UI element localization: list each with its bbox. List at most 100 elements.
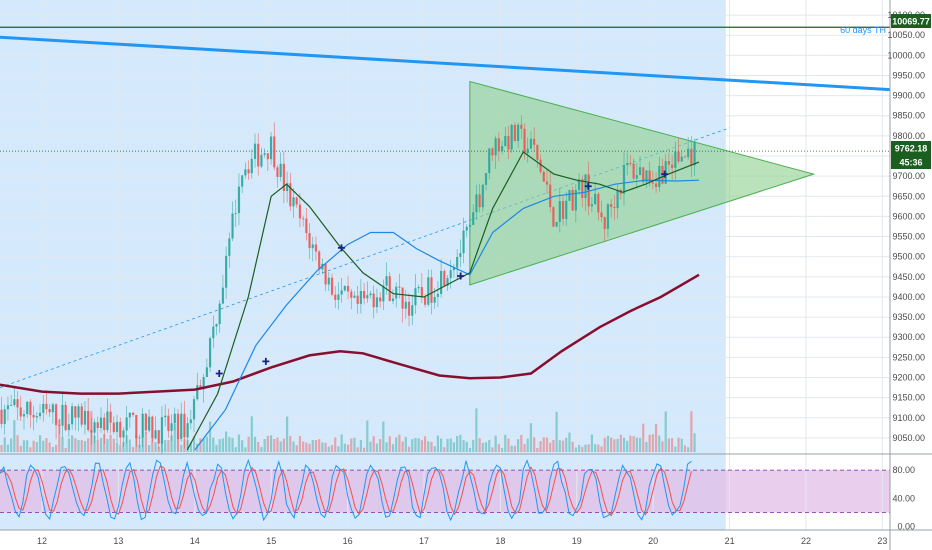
- candle-body: [571, 189, 574, 211]
- candle-body: [189, 419, 192, 424]
- candle-body: [109, 411, 112, 423]
- volume-bar: [128, 439, 131, 452]
- candle-body: [61, 404, 64, 426]
- candle-body: [237, 186, 241, 214]
- candle-body: [13, 399, 16, 405]
- volume-bar: [16, 435, 19, 452]
- candle-body: [382, 285, 385, 302]
- volume-bar: [552, 439, 555, 452]
- volume-bar: [112, 438, 115, 452]
- volume-bar: [404, 436, 407, 452]
- candle-body: [186, 423, 189, 438]
- volume-bar: [74, 438, 77, 452]
- volume-bar: [648, 434, 651, 452]
- candle-body: [658, 165, 661, 188]
- candle-body: [260, 154, 263, 167]
- candle-body: [398, 286, 401, 288]
- candle-body: [545, 181, 549, 185]
- candle-body: [6, 405, 10, 410]
- candle-body: [218, 303, 221, 325]
- volume-bar: [260, 447, 263, 452]
- oscillator: [0, 458, 890, 522]
- volume-bar: [244, 447, 247, 452]
- candle-body: [497, 138, 500, 152]
- candle-body: [533, 138, 536, 145]
- cross-marker: [584, 182, 592, 190]
- volume-bar: [32, 440, 35, 452]
- volume-bar: [19, 445, 22, 452]
- candle-body: [112, 422, 115, 432]
- candle-body: [327, 277, 330, 285]
- y-tick-label: 9500.00: [892, 252, 925, 262]
- candle-body: [154, 430, 157, 439]
- volume-bar: [526, 438, 529, 452]
- candle-body: [144, 413, 148, 431]
- volume-bar: [462, 440, 465, 452]
- candle-body: [520, 124, 523, 129]
- candle-body: [690, 148, 693, 166]
- candle-body: [19, 407, 22, 417]
- osc-tick-label: 80.00: [892, 465, 915, 475]
- candle-body: [83, 410, 87, 425]
- volume-bar: [263, 439, 266, 452]
- candle-body: [318, 251, 321, 270]
- volume-bar: [494, 435, 497, 452]
- volume-bar: [64, 447, 67, 452]
- volume-bar: [154, 442, 157, 452]
- upper-trendline: [0, 35, 891, 92]
- volume-bar: [440, 438, 443, 452]
- x-tick-label: 23: [877, 536, 887, 546]
- candle-body: [449, 270, 452, 279]
- candle-body: [597, 193, 600, 213]
- candle-body: [594, 193, 597, 205]
- volume-bar: [3, 437, 6, 452]
- candle-body: [231, 213, 234, 239]
- volume-bar: [600, 446, 603, 452]
- volume-bar: [228, 436, 231, 452]
- countdown-badge: 45:36: [891, 155, 931, 169]
- candle-body: [247, 169, 250, 174]
- volume-bar: [67, 438, 71, 452]
- volume-bar: [407, 446, 411, 452]
- volume-bar: [654, 423, 658, 452]
- volume-bar: [170, 435, 173, 452]
- candle-body: [526, 148, 529, 154]
- y-tick-label: 9600.00: [892, 211, 925, 221]
- volume-bar: [484, 442, 488, 452]
- candle-body: [500, 146, 504, 152]
- candle-body: [645, 170, 648, 183]
- volume-bar: [683, 445, 687, 452]
- candle-body: [10, 404, 13, 406]
- y-tick-label: 9900.00: [892, 91, 925, 101]
- candle-body: [626, 163, 629, 166]
- highlight-region: [0, 0, 726, 530]
- y-tick-label: 9050.00: [892, 433, 925, 443]
- candle-body: [590, 204, 594, 207]
- candle-body: [395, 286, 398, 299]
- volume-bar: [587, 444, 590, 452]
- ma-line-ma_medium: [194, 179, 700, 451]
- x-tick-label: 20: [648, 536, 658, 546]
- candle-body: [273, 136, 276, 168]
- candle-body: [176, 413, 180, 439]
- volume-bar: [456, 436, 459, 452]
- volume-bar: [504, 434, 507, 452]
- candle-body: [648, 170, 651, 183]
- candle-body: [324, 263, 327, 285]
- volume-bar: [330, 445, 334, 452]
- candle-body: [205, 367, 208, 378]
- candle-body: [549, 184, 552, 208]
- candle-body: [234, 213, 237, 214]
- candle-body: [289, 183, 292, 207]
- cross-marker: [215, 369, 223, 377]
- moving-averages: [0, 151, 700, 451]
- candle-body: [160, 417, 164, 444]
- volume-bar: [664, 411, 667, 452]
- volume-bar: [144, 432, 148, 452]
- volume-bar: [449, 438, 452, 452]
- osc-k-line: [0, 458, 692, 522]
- candle-body: [58, 425, 61, 426]
- volume-bar: [22, 440, 26, 452]
- volume-bar: [321, 442, 324, 452]
- candle-body: [687, 148, 690, 158]
